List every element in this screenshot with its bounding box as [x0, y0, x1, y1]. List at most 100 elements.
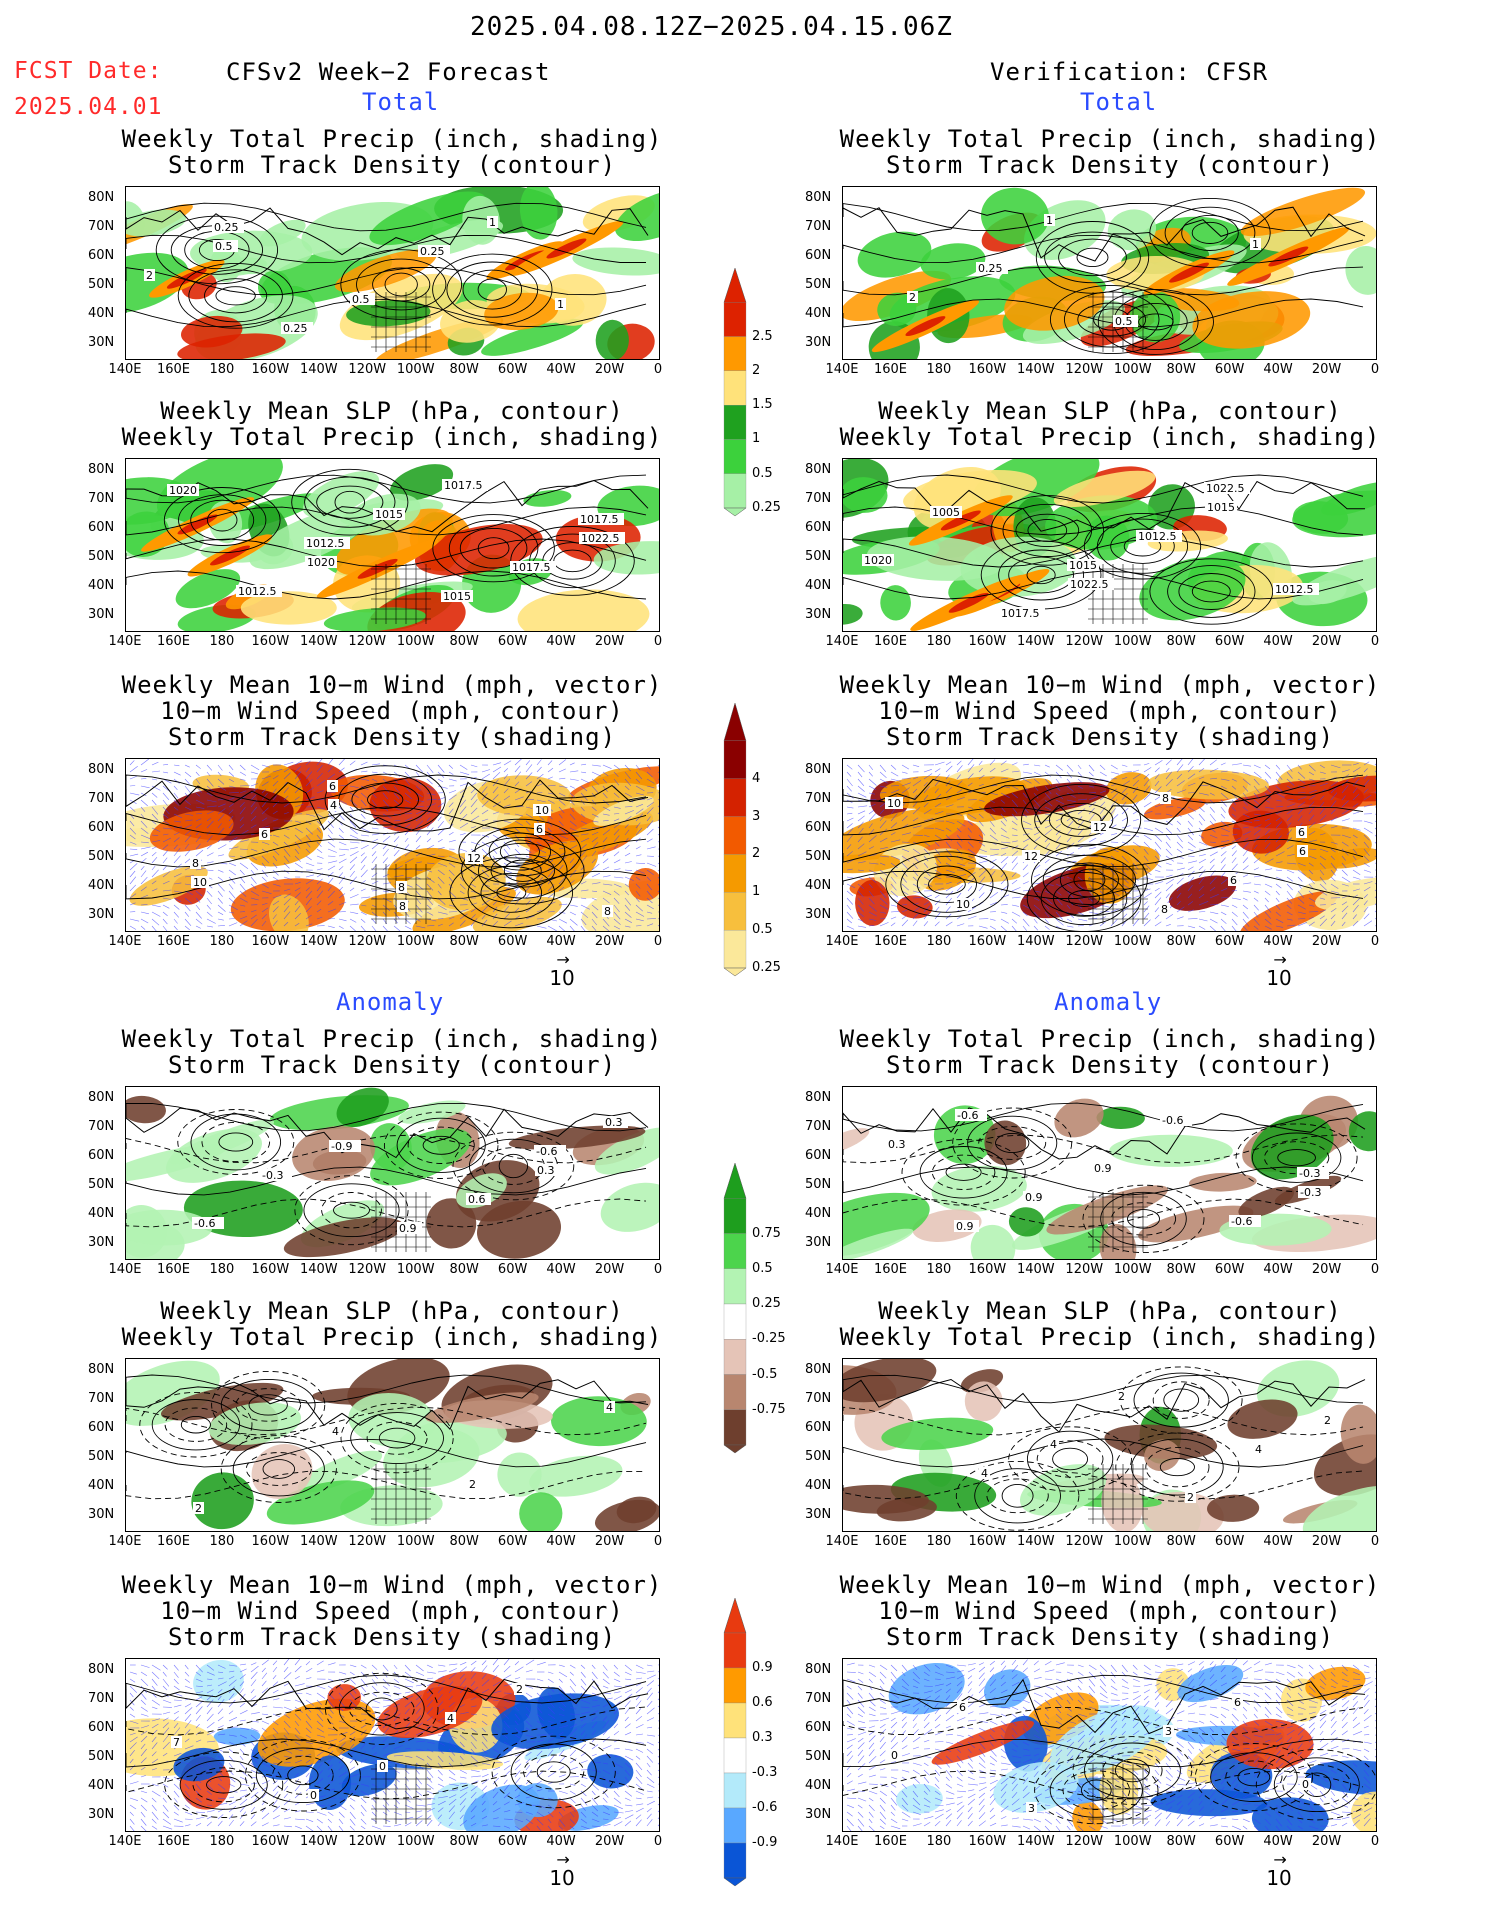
shading-region [1099, 1765, 1139, 1815]
contour-label: 12 [467, 852, 481, 865]
contour-label-bg [955, 1109, 987, 1121]
contour-label: 0.5 [1115, 315, 1133, 328]
contour-label-bg [1067, 559, 1099, 571]
lon-label: 20W [594, 634, 625, 649]
us-state-borders [371, 1464, 431, 1524]
shading-region [1099, 1224, 1137, 1259]
lon-label: 0 [653, 1834, 663, 1849]
colorbar-tick-label: -0.25 [752, 1331, 786, 1347]
panel-title-line: Weekly Total Precip (inch, shading) [839, 423, 1381, 451]
shading-region [398, 1100, 466, 1124]
contour-label-bg [397, 900, 408, 912]
contour-label-bg [1253, 1443, 1264, 1455]
colorbar-swatch [723, 1303, 747, 1340]
contour-label: 1005 [932, 506, 960, 519]
contour-label: 0.9 [1094, 1162, 1112, 1175]
contour-label: 1017.5 [512, 561, 551, 574]
shading-region [843, 853, 901, 874]
shading-region [960, 536, 1077, 597]
contour-label-bg [930, 506, 962, 518]
lat-label: 70N [805, 1391, 832, 1406]
contour-label: -0.9 [331, 1140, 352, 1153]
contour-label: 8 [192, 857, 199, 870]
contour-label-bg [327, 780, 338, 792]
lon-label: 40W [546, 1262, 576, 1277]
shading-region [149, 810, 234, 852]
lon-label: 100W [1113, 634, 1152, 649]
vector-arrow-icon: → [556, 1850, 569, 1869]
lon-label: 120W [348, 634, 387, 649]
colorbar-tick-label: 3 [752, 808, 761, 824]
right-column-title: Verification: CFSR [990, 58, 1269, 86]
shading-region [1240, 187, 1366, 237]
shading-region [1107, 209, 1157, 251]
contour-lines [126, 202, 647, 329]
lon-label: 120W [348, 1834, 387, 1849]
shading-region [616, 1496, 657, 1524]
shading-region [370, 1128, 472, 1186]
heavy-precip-core [905, 316, 946, 337]
lat-label: 70N [805, 791, 832, 806]
contour-label: 4 [981, 1467, 988, 1480]
lon-label: 160E [156, 362, 190, 377]
colorbar-swatch [723, 336, 747, 372]
contour-label: 0 [310, 1789, 317, 1802]
shading-region [1305, 1760, 1376, 1795]
lon-label: 80W [1166, 634, 1196, 649]
contour-label-bg [535, 1164, 560, 1176]
shading-region [251, 1444, 313, 1499]
shading-region [857, 231, 932, 278]
panel-title-line: Storm Track Density (shading) [167, 1623, 617, 1651]
fcst-date-label: FCST Date: [14, 58, 163, 84]
contour-label: 2 [909, 291, 916, 304]
shading-region [462, 195, 500, 245]
lon-label: 100W [396, 934, 435, 949]
contour-label: 6 [329, 780, 336, 793]
map-panel: 0 2 7 0 4 [125, 1658, 660, 1832]
shading-region [1328, 775, 1376, 802]
lat-label: 40N [88, 878, 115, 893]
contour-label-bg [167, 484, 199, 496]
vector-reference: → 10 [1259, 952, 1299, 991]
shading-region [1192, 291, 1311, 349]
contour-label: 0 [891, 1749, 898, 1762]
lon-label: 180 [209, 362, 235, 377]
lon-label: 80W [449, 1834, 479, 1849]
colorbar-swatch [723, 439, 747, 474]
panel-title-line: 10−m Wind Speed (mph, contour) [160, 1597, 624, 1625]
lat-label: 80N [88, 1362, 115, 1377]
contour-label-bg [578, 513, 624, 525]
lon-label: 120W [348, 362, 387, 377]
lat-label: 60N [805, 248, 832, 263]
shading-region [390, 464, 454, 501]
contour-label-bg [281, 322, 313, 334]
us-state-borders [1088, 1192, 1148, 1252]
lon-label: 140W [1016, 1262, 1055, 1277]
coastline [126, 479, 649, 533]
contour-label: 4 [447, 1712, 454, 1725]
colorbar-bottom-arrow [723, 1877, 747, 1887]
panel-title-line: 10−m Wind Speed (mph, contour) [160, 697, 624, 725]
contour-label-bg [1116, 1390, 1127, 1402]
lon-label: 140E [825, 1262, 859, 1277]
lat-label: 60N [805, 1720, 832, 1735]
lon-label: 140W [1016, 934, 1055, 949]
lon-label: 20W [1311, 1834, 1342, 1849]
shading-region [484, 292, 559, 331]
colorbar-bottom-arrow [723, 1444, 747, 1454]
lon-label: 160E [156, 934, 190, 949]
contour-label: 0.25 [978, 262, 1003, 275]
contour-label-bg [555, 298, 566, 310]
shading-region [213, 1727, 261, 1746]
contour-label: -0.3 [1299, 1167, 1320, 1180]
contour-label: 1017.5 [580, 513, 619, 526]
shading-region [523, 490, 572, 507]
contour-label: -0.6 [194, 1217, 215, 1230]
colorbar-tick-label: 0.25 [752, 1296, 781, 1311]
us-state-borders [1088, 864, 1148, 924]
lon-label: 60W [497, 1262, 528, 1277]
colorbar-swatch [723, 854, 747, 893]
panel-title-line: Weekly Total Precip (inch, shading) [839, 125, 1381, 153]
lon-label: 0 [1370, 362, 1380, 377]
shading-region [323, 607, 426, 631]
